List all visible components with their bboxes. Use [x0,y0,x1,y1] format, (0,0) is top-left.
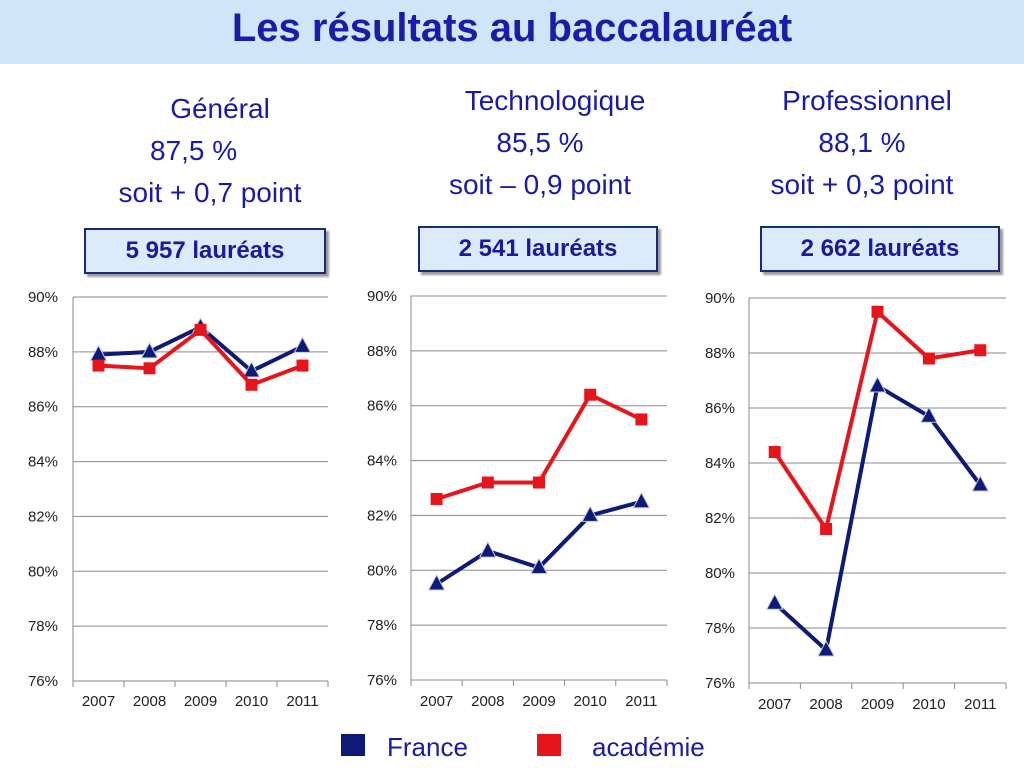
legend-france-label: France [387,732,468,762]
techno-ytick-label: 86% [367,398,397,415]
pro-france-point [868,375,887,393]
pro-series-academie-line [773,309,981,531]
techno-france-point [427,573,446,591]
techno-ytick-label: 78% [367,617,397,634]
pro-academie-point [922,352,935,365]
panel-techno-laureats-badge: 2 541 lauréats [418,226,658,272]
panel-techno-label: Technologique [464,85,646,116]
general-france-point [140,341,159,359]
pro-academie-point [871,305,884,318]
techno-xtick-label: 2008 [471,693,504,710]
legend-academie-label: académie [592,732,705,762]
panel-pro-delta: soit + 0,3 point [770,169,954,200]
general-ytick-label: 80% [28,563,58,580]
panel-pro-label: Professionnel [782,85,952,116]
panel-pro-laureats-badge: 2 662 lauréats [760,226,1000,272]
general-france-point [242,360,261,378]
techno-academie-point [481,476,494,489]
techno-xtick-label: 2010 [574,693,607,710]
general-ytick-label: 78% [28,618,58,635]
general-academie-point [92,359,105,372]
pro-ytick-label: 82% [705,510,735,527]
general-academie-point [245,378,258,391]
general-xtick-label: 2009 [184,693,217,710]
techno-academie-point [584,388,597,401]
techno-ytick-label: 90% [367,288,397,305]
panel-techno-stats: Technologique 85,5 % soit – 0,9 point [410,80,670,206]
techno-xtick-label: 2011 [625,693,657,710]
techno-ytick-label: 80% [367,562,397,579]
general-xtick-label: 2007 [82,693,115,710]
techno-ytick-label: 76% [367,672,397,689]
general-ytick-label: 88% [28,344,58,361]
legend-france-swatch [341,734,365,756]
pro-ytick-label: 88% [705,345,735,362]
general-ytick-label: 90% [28,289,58,306]
techno-france-point [632,491,651,509]
panel-pro-stats: Professionnel 88,1 % soit + 0,3 point [732,80,992,206]
pro-ytick-label: 86% [705,400,735,417]
panel-pro-rate: 88,1 % [818,127,906,158]
pro-xtick-label: 2009 [861,696,894,713]
pro-xtick-label: 2011 [964,696,996,713]
techno-xtick-label: 2007 [420,693,453,710]
page-title: Les résultats au baccalauréat [231,6,793,50]
panel-general-rate: 87,5 % [150,135,238,166]
general-xtick-label: 2011 [286,693,318,710]
general-xtick-label: 2010 [235,693,268,710]
techno-france-point [530,557,548,575]
title-bar [0,0,1024,64]
techno-academie-point [635,413,648,426]
general-academie-point [194,323,207,336]
pro-ytick-label: 84% [705,455,735,472]
panel-general-laureats-badge: 5 957 lauréats [84,228,326,274]
general-academie-point [296,359,309,372]
pro-xtick-label: 2007 [758,696,791,713]
general-ytick-label: 84% [28,454,58,471]
pro-xtick-label: 2010 [912,696,945,713]
general-ytick-label: 76% [28,673,58,690]
panel-general-delta: soit + 0,7 point [118,177,302,208]
panel-general-label: Général [170,93,270,124]
pro-france-point [817,639,835,657]
general-france-point [293,336,312,353]
general-series-academie-line [98,327,304,387]
techno-france-point [478,541,497,558]
techno-academie-point [533,476,545,489]
general-xtick-label: 2008 [133,693,166,710]
general-ytick-label: 86% [28,399,58,416]
pro-france-point [920,406,938,423]
pro-xtick-label: 2008 [809,696,842,713]
pro-academie-point [768,446,781,458]
pro-academie-point [820,523,833,535]
panel-general-stats: Général 87,5 % soit + 0,7 point [80,88,340,214]
pro-ytick-label: 78% [705,620,735,637]
panel-techno-rate: 85,5 % [496,127,584,158]
general-ytick-label: 82% [28,508,58,525]
techno-ytick-label: 88% [367,343,397,360]
legend-academie-swatch [537,734,561,756]
pro-france-point [765,593,784,610]
pro-ytick-label: 80% [705,565,735,582]
pro-ytick-label: 76% [705,675,735,692]
pro-academie-point [974,344,987,357]
techno-ytick-label: 84% [367,453,397,470]
techno-france-point [581,505,600,522]
techno-academie-point [430,492,443,505]
pro-ytick-label: 90% [705,290,735,307]
pro-france-point [971,474,990,492]
general-academie-point [143,362,156,375]
techno-ytick-label: 82% [367,507,397,524]
panel-techno-delta: soit – 0,9 point [448,169,632,200]
techno-xtick-label: 2009 [522,693,555,710]
